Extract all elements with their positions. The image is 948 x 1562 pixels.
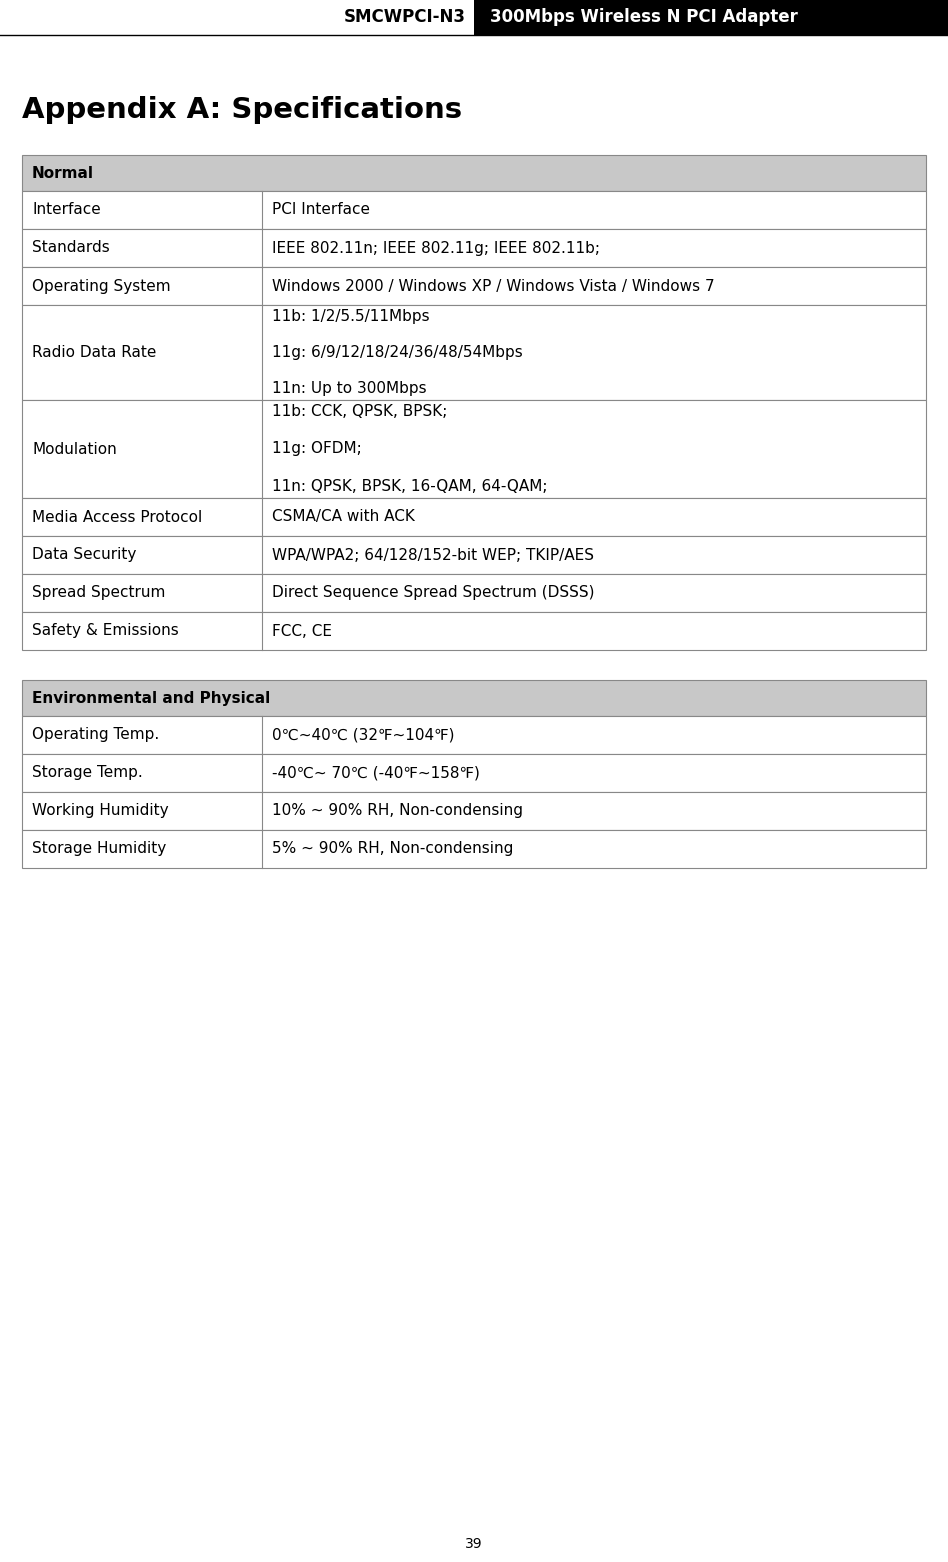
Bar xyxy=(22,191,926,230)
Text: Windows 2000 / Windows XP / Windows Vista / Windows 7: Windows 2000 / Windows XP / Windows Vist… xyxy=(271,278,714,294)
Text: 11b: 1/2/5.5/11Mbps: 11b: 1/2/5.5/11Mbps xyxy=(271,309,429,323)
Bar xyxy=(22,400,926,498)
Text: Storage Temp.: Storage Temp. xyxy=(32,765,143,781)
Bar xyxy=(22,829,926,868)
Text: 5% ~ 90% RH, Non-condensing: 5% ~ 90% RH, Non-condensing xyxy=(271,842,513,856)
Text: 300Mbps Wireless N PCI Adapter: 300Mbps Wireless N PCI Adapter xyxy=(490,8,798,27)
Bar xyxy=(22,792,926,829)
Text: CSMA/CA with ACK: CSMA/CA with ACK xyxy=(271,509,414,525)
Bar xyxy=(22,715,926,754)
Text: Direct Sequence Spread Spectrum (DSSS): Direct Sequence Spread Spectrum (DSSS) xyxy=(271,586,594,600)
Text: Operating System: Operating System xyxy=(32,278,171,294)
Text: 11g: OFDM;: 11g: OFDM; xyxy=(271,442,361,456)
Text: Environmental and Physical: Environmental and Physical xyxy=(32,690,270,706)
Bar xyxy=(0,0,474,34)
Bar xyxy=(22,155,926,191)
Text: Media Access Protocol: Media Access Protocol xyxy=(32,509,202,525)
Text: 11b: CCK, QPSK, BPSK;: 11b: CCK, QPSK, BPSK; xyxy=(271,405,447,419)
Text: FCC, CE: FCC, CE xyxy=(271,623,332,639)
Text: 10% ~ 90% RH, Non-condensing: 10% ~ 90% RH, Non-condensing xyxy=(271,803,522,818)
Bar xyxy=(0,0,948,34)
Text: 11n: QPSK, BPSK, 16-QAM, 64-QAM;: 11n: QPSK, BPSK, 16-QAM, 64-QAM; xyxy=(271,478,547,494)
Bar xyxy=(22,267,926,305)
Text: Appendix A: Specifications: Appendix A: Specifications xyxy=(22,95,462,123)
Bar xyxy=(22,612,926,650)
Text: Interface: Interface xyxy=(32,203,100,217)
Bar xyxy=(22,230,926,267)
Bar xyxy=(22,573,926,612)
Text: Normal: Normal xyxy=(32,166,94,181)
Text: Standards: Standards xyxy=(32,241,110,256)
Text: 11n: Up to 300Mbps: 11n: Up to 300Mbps xyxy=(271,381,427,397)
Text: 11g: 6/9/12/18/24/36/48/54Mbps: 11g: 6/9/12/18/24/36/48/54Mbps xyxy=(271,345,522,359)
Bar xyxy=(22,305,926,400)
Text: Data Security: Data Security xyxy=(32,548,137,562)
Text: 39: 39 xyxy=(465,1537,483,1551)
Text: Modulation: Modulation xyxy=(32,442,117,456)
Text: Storage Humidity: Storage Humidity xyxy=(32,842,166,856)
Bar xyxy=(22,679,926,715)
Text: Radio Data Rate: Radio Data Rate xyxy=(32,345,156,359)
Bar xyxy=(22,536,926,573)
Text: -40℃~ 70℃ (-40℉~158℉): -40℃~ 70℃ (-40℉~158℉) xyxy=(271,765,480,781)
Text: SMCWPCI-N3: SMCWPCI-N3 xyxy=(344,8,466,27)
Text: Operating Temp.: Operating Temp. xyxy=(32,728,159,742)
Text: 0℃~40℃ (32℉~104℉): 0℃~40℃ (32℉~104℉) xyxy=(271,728,454,742)
Text: Working Humidity: Working Humidity xyxy=(32,803,169,818)
Bar xyxy=(22,754,926,792)
Text: Safety & Emissions: Safety & Emissions xyxy=(32,623,179,639)
Text: IEEE 802.11n; IEEE 802.11g; IEEE 802.11b;: IEEE 802.11n; IEEE 802.11g; IEEE 802.11b… xyxy=(271,241,599,256)
Text: PCI Interface: PCI Interface xyxy=(271,203,370,217)
Text: Spread Spectrum: Spread Spectrum xyxy=(32,586,165,600)
Text: WPA/WPA2; 64/128/152-bit WEP; TKIP/AES: WPA/WPA2; 64/128/152-bit WEP; TKIP/AES xyxy=(271,548,593,562)
Bar xyxy=(22,498,926,536)
